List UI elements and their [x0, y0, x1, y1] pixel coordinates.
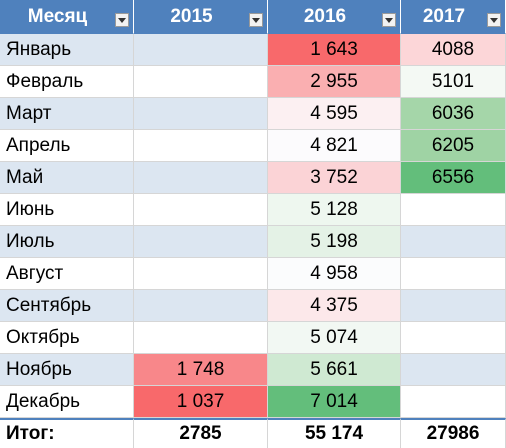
value-2015-cell[interactable] [134, 322, 268, 354]
value-2015-cell[interactable] [134, 162, 268, 194]
value-2016-cell[interactable]: 5 074 [268, 322, 401, 354]
value-2017-cell[interactable]: 6556 [401, 162, 506, 194]
month-cell[interactable]: Декабрь [0, 386, 134, 418]
month-cell[interactable]: Май [0, 162, 134, 194]
value-2016-cell[interactable]: 5 198 [268, 226, 401, 258]
value-2017-cell[interactable] [401, 290, 506, 322]
month-cell[interactable]: Февраль [0, 66, 134, 98]
month-cell[interactable]: Июль [0, 226, 134, 258]
value-2015-cell[interactable] [134, 66, 268, 98]
total-2017[interactable]: 27986 [401, 418, 506, 448]
value-2016-cell[interactable]: 7 014 [268, 386, 401, 418]
total-label[interactable]: Итог: [0, 418, 134, 448]
value-2016-cell[interactable]: 5 661 [268, 354, 401, 386]
header-2017-label: 2017 [422, 5, 466, 27]
value-2016-cell[interactable]: 3 752 [268, 162, 401, 194]
value-2015-cell[interactable] [134, 226, 268, 258]
value-2015-cell[interactable] [134, 194, 268, 226]
value-2017-cell[interactable]: 5101 [401, 66, 506, 98]
value-2017-cell[interactable]: 6036 [401, 98, 506, 130]
value-2016-cell[interactable]: 1 643 [268, 34, 401, 66]
month-cell[interactable]: Сентябрь [0, 290, 134, 322]
month-cell[interactable]: Апрель [0, 130, 134, 162]
filter-dropdown-icon[interactable] [487, 13, 501, 27]
value-2017-cell[interactable] [401, 258, 506, 290]
month-cell[interactable]: Ноябрь [0, 354, 134, 386]
header-2016[interactable]: 2016 [268, 0, 401, 34]
value-2015-cell[interactable]: 1 748 [134, 354, 268, 386]
value-2017-cell[interactable] [401, 194, 506, 226]
value-2015-cell[interactable] [134, 98, 268, 130]
value-2017-cell[interactable] [401, 226, 506, 258]
value-2016-cell[interactable]: 4 958 [268, 258, 401, 290]
total-2015[interactable]: 2785 [134, 418, 268, 448]
header-2016-label: 2016 [303, 5, 347, 27]
value-2017-cell[interactable] [401, 386, 506, 418]
value-2016-cell[interactable]: 4 375 [268, 290, 401, 322]
value-2016-cell[interactable]: 4 821 [268, 130, 401, 162]
month-cell[interactable]: Март [0, 98, 134, 130]
value-2016-cell[interactable]: 2 955 [268, 66, 401, 98]
value-2015-cell[interactable]: 1 037 [134, 386, 268, 418]
value-2015-cell[interactable] [134, 258, 268, 290]
header-month[interactable]: Месяц [0, 0, 134, 34]
filter-dropdown-icon[interactable] [249, 13, 263, 27]
value-2015-cell[interactable] [134, 34, 268, 66]
filter-dropdown-icon[interactable] [382, 13, 396, 27]
value-2017-cell[interactable]: 4088 [401, 34, 506, 66]
value-2017-cell[interactable] [401, 322, 506, 354]
value-2017-cell[interactable]: 6205 [401, 130, 506, 162]
header-2015[interactable]: 2015 [134, 0, 268, 34]
filter-dropdown-icon[interactable] [115, 13, 129, 27]
value-2016-cell[interactable]: 5 128 [268, 194, 401, 226]
header-2017[interactable]: 2017 [401, 0, 506, 34]
header-2015-label: 2015 [170, 5, 213, 27]
month-cell[interactable]: Октябрь [0, 322, 134, 354]
value-2015-cell[interactable] [134, 290, 268, 322]
month-cell[interactable]: Август [0, 258, 134, 290]
value-2017-cell[interactable] [401, 354, 506, 386]
month-cell[interactable]: Январь [0, 34, 134, 66]
value-2015-cell[interactable] [134, 130, 268, 162]
month-cell[interactable]: Июнь [0, 194, 134, 226]
total-2016[interactable]: 55 174 [268, 418, 401, 448]
value-2016-cell[interactable]: 4 595 [268, 98, 401, 130]
header-month-label: Месяц [27, 5, 88, 27]
